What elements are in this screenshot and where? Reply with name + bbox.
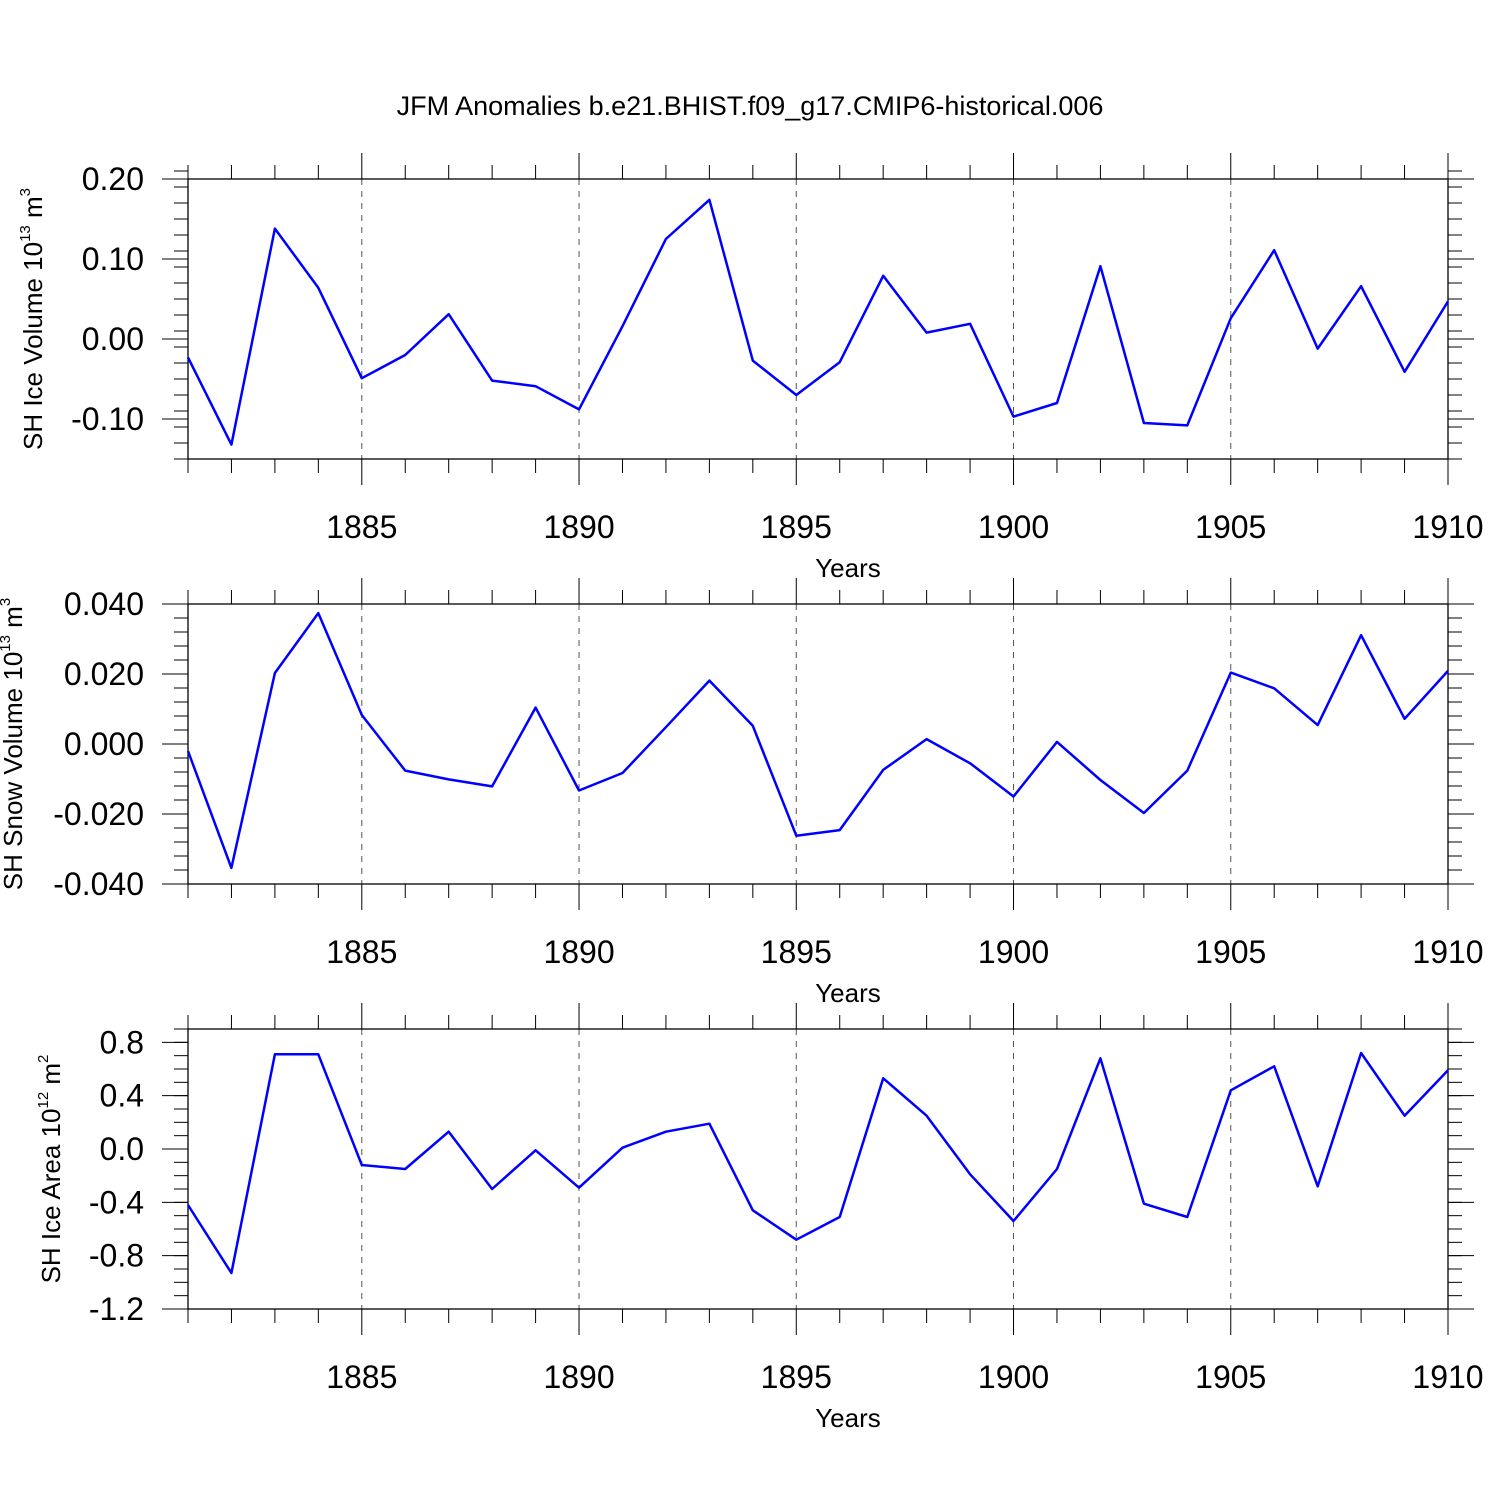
x-axis-title: Years bbox=[815, 1403, 881, 1433]
x-tick-label: 1885 bbox=[326, 509, 397, 545]
x-tick-label: 1910 bbox=[1412, 934, 1483, 970]
series-line-snow-volume bbox=[186, 611, 1449, 870]
chart-title: JFM Anomalies b.e21.BHIST.f09_g17.CMIP6-… bbox=[397, 91, 1104, 121]
y-tick-label: -0.4 bbox=[89, 1184, 144, 1220]
series-line-ice-area bbox=[186, 1051, 1449, 1275]
x-tick-label: 1905 bbox=[1195, 934, 1266, 970]
y-tick-label: 0.020 bbox=[64, 656, 144, 692]
plot-frame bbox=[187, 1028, 1449, 1310]
y-tick-label: -0.10 bbox=[71, 401, 144, 437]
y-tick-label: -0.040 bbox=[53, 866, 144, 902]
x-tick-label: 1895 bbox=[761, 934, 832, 970]
x-tick-label: 1885 bbox=[326, 934, 397, 970]
y-tick-label: -0.020 bbox=[53, 796, 144, 832]
y-tick-label: -0.8 bbox=[89, 1238, 144, 1274]
panel-ice-area: 1885 1890 1895 1900 1905 1910 Years -1.2 -0.8 -0.… bbox=[35, 1003, 1484, 1433]
y-tick-label: 0.00 bbox=[82, 321, 144, 357]
x-tick-label: 1910 bbox=[1412, 509, 1483, 545]
y-tick-label: 0.20 bbox=[82, 161, 144, 197]
y-tick-label: 0.000 bbox=[64, 726, 144, 762]
x-axis-title: Years bbox=[815, 553, 881, 583]
plot-frame bbox=[187, 603, 1449, 885]
x-tick-label: 1890 bbox=[543, 509, 614, 545]
series-line-ice-volume bbox=[186, 198, 1450, 446]
panel-ice-volume: 1885 1890 1895 1900 1905 1910 Years -0.10 0.00 0.… bbox=[17, 153, 1484, 583]
x-tick-label: 1900 bbox=[978, 1359, 1049, 1395]
x-tick-label: 1910 bbox=[1412, 1359, 1483, 1395]
x-tick-label: 1900 bbox=[978, 509, 1049, 545]
y-tick-label: 0.0 bbox=[100, 1131, 144, 1167]
x-tick-label: 1885 bbox=[326, 1359, 397, 1395]
y-axis-title: SH Ice Volume 1013 m3 bbox=[17, 188, 48, 450]
x-axis-title: Years bbox=[815, 978, 881, 1008]
x-tick-label: 1895 bbox=[761, 509, 832, 545]
y-tick-label: 0.8 bbox=[100, 1024, 144, 1060]
x-tick-label: 1905 bbox=[1195, 509, 1266, 545]
y-tick-label: -1.2 bbox=[89, 1291, 144, 1327]
y-tick-label: 0.040 bbox=[64, 586, 144, 622]
x-tick-label: 1890 bbox=[543, 934, 614, 970]
x-tick-label: 1890 bbox=[543, 1359, 614, 1395]
y-tick-label: 0.4 bbox=[100, 1078, 144, 1114]
x-tick-label: 1900 bbox=[978, 934, 1049, 970]
panel-snow-volume: 1885 1890 1895 1900 1905 1910 Years -0.040 -0.02… bbox=[0, 578, 1484, 1008]
plot-frame bbox=[187, 178, 1449, 460]
x-tick-label: 1905 bbox=[1195, 1359, 1266, 1395]
y-axis-title: SH Ice Area 1012 m2 bbox=[35, 1055, 66, 1284]
y-tick-label: 0.10 bbox=[82, 241, 144, 277]
x-tick-label: 1895 bbox=[761, 1359, 832, 1395]
y-axis-title: SH Snow Volume 1013 m3 bbox=[0, 598, 28, 890]
